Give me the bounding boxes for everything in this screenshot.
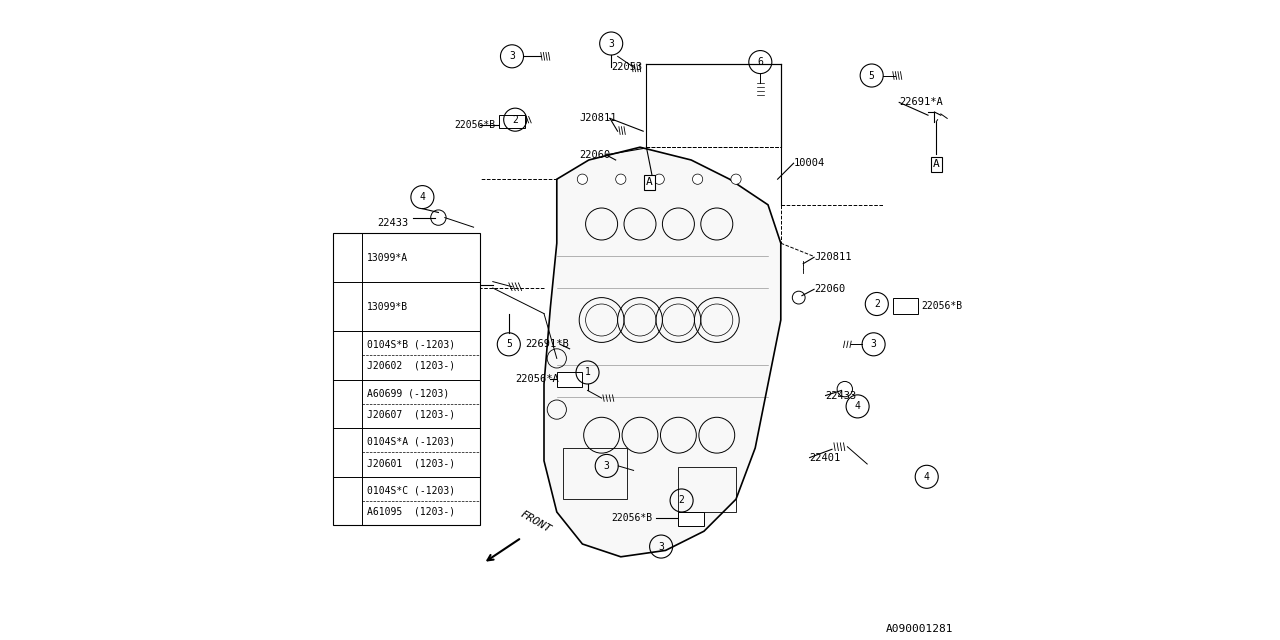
Text: A: A [933, 159, 940, 170]
Polygon shape [544, 147, 781, 557]
Bar [557, 372, 582, 387]
Text: 22401: 22401 [433, 280, 463, 290]
Bar [563, 448, 627, 499]
Text: 22053: 22053 [612, 62, 643, 72]
Circle shape [616, 174, 626, 184]
Text: J20811: J20811 [814, 252, 851, 262]
Text: A: A [646, 177, 653, 188]
Text: 4: 4 [924, 472, 929, 482]
Text: 2: 2 [344, 302, 349, 311]
Text: 2: 2 [512, 115, 518, 125]
Text: 5: 5 [344, 448, 349, 457]
Text: 3: 3 [509, 51, 515, 61]
Bar [678, 512, 704, 526]
Text: 22060: 22060 [580, 150, 611, 160]
Text: 3: 3 [604, 461, 609, 471]
Text: 22060: 22060 [814, 284, 845, 294]
Circle shape [731, 174, 741, 184]
Text: 3: 3 [658, 541, 664, 552]
Text: 22433: 22433 [378, 218, 408, 228]
Text: A61095  (1203-): A61095 (1203-) [367, 507, 467, 517]
Text: 22056*B: 22056*B [922, 301, 963, 311]
Circle shape [577, 174, 588, 184]
Circle shape [654, 174, 664, 184]
Circle shape [692, 174, 703, 184]
Text: 1: 1 [585, 367, 590, 378]
Text: 22401: 22401 [810, 452, 841, 463]
Text: 3: 3 [344, 351, 349, 360]
Text: 5: 5 [869, 70, 874, 81]
Text: 22691*A: 22691*A [900, 97, 943, 108]
Text: J20811: J20811 [580, 113, 617, 124]
Text: 0104S*B (-1203): 0104S*B (-1203) [367, 339, 454, 349]
Text: 0104S*C (-1203): 0104S*C (-1203) [367, 485, 454, 495]
Text: 22691*B: 22691*B [525, 339, 568, 349]
Text: 3: 3 [608, 38, 614, 49]
Text: J20602  (1203-): J20602 (1203-) [367, 361, 454, 371]
Text: 6: 6 [758, 57, 763, 67]
Text: 0104S*A (-1203): 0104S*A (-1203) [367, 436, 454, 447]
Bar [333, 233, 480, 525]
Text: A090001281: A090001281 [886, 623, 954, 634]
Text: 22056*B: 22056*B [612, 513, 653, 523]
Bar [893, 298, 919, 314]
Text: 4: 4 [420, 192, 425, 202]
Bar [499, 115, 525, 128]
Text: 2: 2 [678, 495, 685, 506]
Bar [678, 467, 736, 512]
Text: 3: 3 [870, 339, 877, 349]
Text: FRONT: FRONT [518, 509, 553, 534]
Text: J20601  (1203-): J20601 (1203-) [367, 458, 454, 468]
Text: 13099*B: 13099*B [367, 301, 408, 312]
Text: 13099*A: 13099*A [367, 253, 408, 263]
Text: 4: 4 [344, 399, 349, 408]
Text: 6: 6 [344, 497, 349, 506]
Text: 2: 2 [874, 299, 879, 309]
Text: 1: 1 [344, 253, 349, 262]
Text: 10004: 10004 [794, 158, 824, 168]
Text: J20607  (1203-): J20607 (1203-) [367, 410, 454, 420]
Text: A60699 (-1203): A60699 (-1203) [367, 388, 449, 398]
Text: 22056*B: 22056*B [454, 120, 495, 130]
Text: 22433: 22433 [826, 390, 856, 401]
Text: 22056*A: 22056*A [516, 374, 559, 384]
Text: 5: 5 [506, 339, 512, 349]
Text: 4: 4 [855, 401, 860, 412]
